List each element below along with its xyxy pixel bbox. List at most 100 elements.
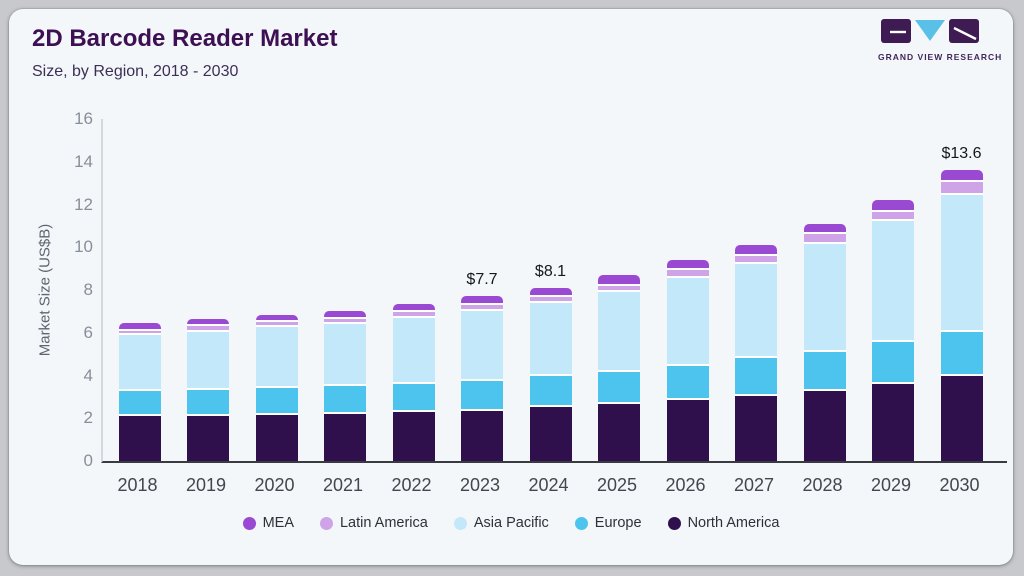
bar-segment-asia-pacific-2022[interactable] [392,316,435,382]
bar-segment-north-america-2022[interactable] [392,409,435,461]
bar-segment-north-america-2020[interactable] [255,412,298,461]
bar-segment-mea-2025[interactable] [598,275,640,284]
bar-segment-mea-2023[interactable] [461,296,503,304]
bar-2025[interactable] [598,275,640,461]
bar-segment-europe-2018[interactable] [118,389,161,414]
bar-segment-mea-2030[interactable] [940,170,983,180]
bar-segment-mea-2019[interactable] [187,318,229,325]
bar-segment-europe-2027[interactable] [735,356,777,394]
chart-card: 2D Barcode Reader Market Size, by Region… [9,9,1013,565]
bar-segment-mea-2021[interactable] [324,310,366,317]
bar-2024[interactable] [529,287,572,461]
y-tick-label-10: 10 [74,237,93,257]
bar-segment-asia-pacific-2018[interactable] [118,332,161,390]
bar-segment-latin-america-2030[interactable] [940,179,983,193]
x-tick-label-2023: 2023 [459,475,501,495]
bar-segment-europe-2022[interactable] [392,381,435,410]
bar-2028[interactable] [803,223,846,461]
bar-segment-europe-2023[interactable] [461,378,503,409]
bar-segment-north-america-2027[interactable] [735,393,777,461]
bar-segment-mea-2026[interactable] [666,260,709,268]
bar-segment-europe-2020[interactable] [255,386,298,413]
bar-segment-latin-america-2026[interactable] [666,267,709,277]
bar-segment-asia-pacific-2029[interactable] [872,219,914,341]
x-tick-label-2027: 2027 [733,475,775,495]
bar-segment-europe-2024[interactable] [529,374,572,406]
bar-value-label-2024: $8.1 [534,262,567,280]
bar-segment-europe-2026[interactable] [666,363,709,398]
bar-segment-asia-pacific-2030[interactable] [940,192,983,330]
y-tick-label-8: 8 [83,280,93,299]
bar-2018[interactable] [118,323,161,461]
bar-segment-asia-pacific-2026[interactable] [666,276,709,364]
bar-segment-mea-2024[interactable] [529,287,572,296]
bar-segment-north-america-2026[interactable] [666,397,709,461]
bar-segment-mea-2018[interactable] [118,323,161,329]
bar-segment-mea-2029[interactable] [872,200,914,210]
x-tick-label-2026: 2026 [665,475,706,495]
bar-segment-mea-2027[interactable] [735,245,777,254]
bar-2020[interactable] [255,314,298,461]
gvr-logo: GRAND VIEW RESEARCH [878,19,1001,62]
bar-segment-latin-america-2027[interactable] [735,253,777,263]
bar-segment-north-america-2029[interactable] [872,381,914,461]
bar-segment-latin-america-2024[interactable] [529,295,572,301]
bar-segment-latin-america-2028[interactable] [803,232,846,242]
bar-segment-north-america-2019[interactable] [187,413,229,461]
bar-segment-north-america-2023[interactable] [461,408,503,461]
legend-item-north-america[interactable]: North America [667,515,779,531]
bar-2027[interactable] [735,245,777,461]
legend-item-europe[interactable]: Europe [574,515,642,531]
bar-2029[interactable] [872,200,914,461]
bar-segment-mea-2020[interactable] [255,314,298,320]
bar-segment-europe-2025[interactable] [598,370,640,403]
legend-dot-mea [242,516,256,530]
bar-2030[interactable] [940,170,983,461]
bar-segment-asia-pacific-2021[interactable] [324,322,366,385]
page-title: 2D Barcode Reader Market [32,25,338,52]
bar-segment-asia-pacific-2023[interactable] [461,309,503,379]
bar-segment-latin-america-2019[interactable] [187,324,229,330]
bar-2021[interactable] [324,310,366,461]
bar-segment-europe-2029[interactable] [872,340,914,382]
bar-segment-latin-america-2029[interactable] [872,209,914,220]
bar-segment-asia-pacific-2020[interactable] [255,325,298,387]
bar-segment-mea-2022[interactable] [392,303,435,310]
bar-segment-latin-america-2021[interactable] [324,316,366,323]
bar-2019[interactable] [187,318,229,461]
legend-item-mea[interactable]: MEA [242,515,294,531]
bar-segment-north-america-2030[interactable] [940,374,983,461]
legend-item-asia-pacific[interactable]: Asia Pacific [453,515,549,531]
bar-segment-north-america-2021[interactable] [324,411,366,461]
y-axis-ticks: 0 2 4 6 8 10 12 14 16 [9,109,93,470]
bar-segment-asia-pacific-2025[interactable] [598,290,640,371]
page-subtitle: Size, by Region, 2018 - 2030 [32,63,239,80]
legend-label-europe: Europe [594,515,642,531]
legend-dot-europe [574,516,588,530]
bar-2023[interactable] [461,296,503,461]
bar-segment-latin-america-2023[interactable] [461,303,503,310]
plot-area: $7.7 $8.1 $13.6 [101,119,1007,463]
bar-segment-asia-pacific-2028[interactable] [803,241,846,350]
bar-segment-asia-pacific-2024[interactable] [529,300,572,375]
bar-2022[interactable] [392,303,435,461]
bar-segment-europe-2019[interactable] [187,388,229,414]
bar-segment-north-america-2028[interactable] [803,389,846,461]
bar-segment-latin-america-2022[interactable] [392,309,435,317]
bar-segment-latin-america-2025[interactable] [598,283,640,290]
bar-2026[interactable] [666,260,709,461]
legend: MEA Latin America Asia Pacific Europe North … [9,515,1013,531]
bar-segment-mea-2028[interactable] [803,223,846,233]
legend-item-latin-america[interactable]: Latin America [319,515,428,531]
bar-segment-europe-2021[interactable] [324,384,366,412]
bar-segment-north-america-2025[interactable] [598,402,640,461]
bar-segment-asia-pacific-2019[interactable] [187,329,229,389]
bar-segment-north-america-2024[interactable] [529,405,572,461]
bar-segment-asia-pacific-2027[interactable] [735,262,777,357]
bar-segment-north-america-2018[interactable] [118,413,161,461]
x-tick-label-2028: 2028 [802,475,843,495]
bar-segment-latin-america-2020[interactable] [255,319,298,326]
bar-segment-latin-america-2018[interactable] [118,328,161,333]
bar-segment-europe-2030[interactable] [940,329,983,375]
bar-segment-europe-2028[interactable] [803,349,846,390]
